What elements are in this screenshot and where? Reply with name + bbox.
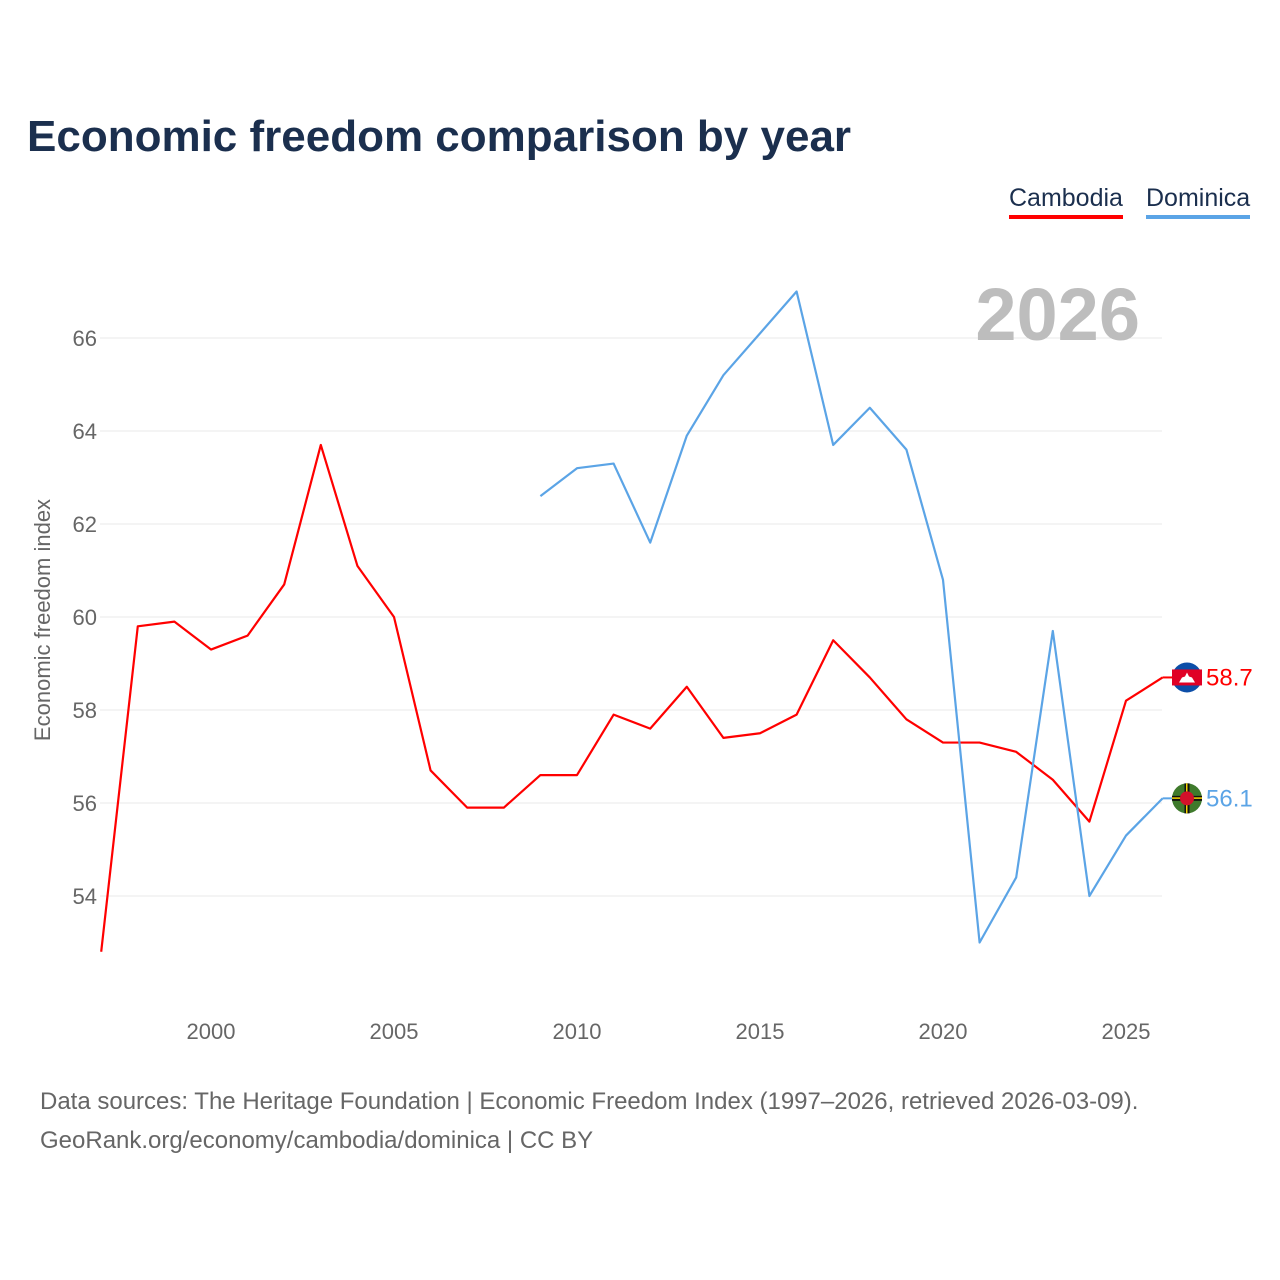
x-tick-label: 2015 [736, 1019, 785, 1044]
y-axis-label: Economic freedom index [30, 499, 55, 741]
source-line-1: Data sources: The Heritage Foundation | … [40, 1088, 1139, 1115]
y-tick-label: 62 [73, 512, 97, 537]
flag-disc [1180, 791, 1194, 806]
cambodia-flag-icon [1172, 662, 1202, 693]
year-watermark: 2026 [975, 273, 1140, 356]
y-tick-label: 66 [73, 326, 97, 351]
series-line-dominica [539, 290, 1164, 944]
y-tick-label: 60 [73, 605, 97, 630]
y-tick-label: 56 [73, 791, 97, 816]
x-tick-label: 2005 [370, 1019, 419, 1044]
y-tick-label: 54 [73, 884, 97, 909]
x-tick-label: 2010 [553, 1019, 602, 1044]
y-tick-label: 58 [73, 698, 97, 723]
dominica-flag-icon [1172, 783, 1202, 814]
end-value-label: 56.1 [1206, 785, 1253, 812]
x-tick-label: 2000 [187, 1019, 236, 1044]
legend-dominica[interactable]: Dominica [1146, 184, 1251, 219]
flag-temple [1179, 672, 1195, 683]
series-line-cambodia [100, 443, 1164, 952]
x-tick-label: 2025 [1102, 1019, 1151, 1044]
y-tick-label: 64 [73, 419, 97, 444]
x-tick-label: 2020 [919, 1019, 968, 1044]
chart-title: Economic freedom comparison by year [27, 112, 852, 161]
legend-cambodia[interactable]: Cambodia [1009, 184, 1123, 219]
source-line-2[interactable]: GeoRank.org/economy/cambodia/dominica | … [40, 1127, 594, 1154]
end-value-label: 58.7 [1206, 664, 1253, 691]
